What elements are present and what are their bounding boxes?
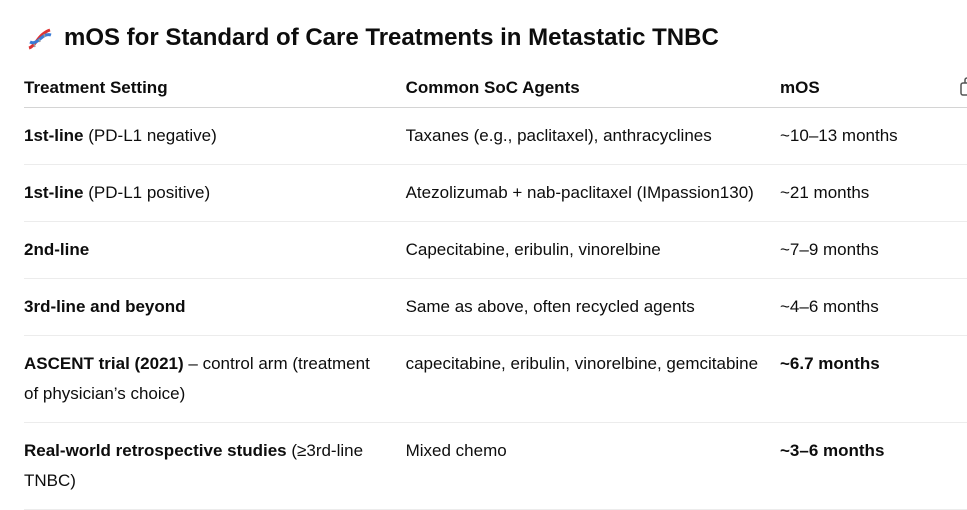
table-cell: Real-world retrospective studies (≥3rd-l… (24, 422, 406, 510)
table-cell: 1st-line (PD-L1 negative) (24, 107, 406, 165)
bold-text: 3rd-line and beyond (24, 297, 186, 316)
table-cell: ~7–9 months (780, 221, 967, 279)
page: mOS for Standard of Care Treatments in M… (24, 24, 967, 510)
table-row: ASCENT trial (2021) – control arm (treat… (24, 335, 967, 423)
table: Treatment Setting Common SoC Agents mOS 1s… (24, 58, 967, 510)
cell-text: Mixed chemo (405, 441, 507, 460)
table-cell: capecitabine, eribulin, vinorelbine, gem… (405, 335, 780, 423)
bold-text: ASCENT trial (2021) (24, 354, 184, 373)
bold-text: ~6.7 months (780, 354, 880, 373)
cell-text: Same as above, often recycled agents (405, 297, 695, 316)
table-cell: ~21 months (780, 164, 967, 222)
table-cell: Taxanes (e.g., paclitaxel), anthracyclin… (405, 107, 780, 165)
bold-text: 2nd-line (24, 240, 90, 259)
table-row: 2nd-line Capecitabine, eribulin, vinorelb… (24, 221, 967, 279)
cell-text: Atezolizumab + nab-paclitaxel (IMpassion… (405, 183, 754, 202)
cell-text: (PD-L1 negative) (88, 126, 217, 145)
table-cell: Mixed chemo (405, 422, 780, 510)
table-row: Real-world retrospective studies (≥3rd-l… (24, 422, 967, 510)
table-cell: ASCENT trial (2021) – control arm (treat… (24, 335, 406, 423)
table-cell: 2nd-line (24, 221, 406, 279)
cell-text: (PD-L1 positive) (88, 183, 211, 202)
bold-text: Real-world retrospective studies (24, 441, 287, 460)
table-row: 1st-line (PD-L1 positive) Atezolizumab + … (24, 164, 967, 222)
table-cell: ~4–6 months (780, 278, 967, 336)
cell-text: ~7–9 months (780, 240, 879, 259)
title: mOS for Standard of Care Treatments in M… (64, 24, 719, 51)
column-header: mOS (780, 58, 967, 108)
table-cell: Atezolizumab + nab-paclitaxel (IMpassion… (405, 164, 780, 222)
table-cell: Capecitabine, eribulin, vinorelbine (405, 221, 780, 279)
copy-button[interactable] (957, 77, 967, 97)
cell-text: Capecitabine, eribulin, vinorelbine (405, 240, 661, 259)
cell-text: – control arm (treatment of physician’s … (24, 354, 370, 403)
table-cell: 1st-line (PD-L1 positive) (24, 164, 406, 222)
cell-text: ~10–13 months (780, 126, 898, 145)
bold-text: 1st-line (24, 126, 84, 145)
table-row: 3rd-line and beyond Same as above, often … (24, 278, 967, 336)
column-header: Treatment Setting (24, 58, 406, 108)
table-cell: ~6.7 months (780, 335, 967, 423)
cell-text: ~21 months (780, 183, 870, 202)
cell-text: Taxanes (e.g., paclitaxel), anthracyclin… (405, 126, 712, 145)
table-body: 1st-line (PD-L1 negative) Taxanes (e.g., … (24, 107, 967, 510)
cell-text: ~4–6 months (780, 297, 879, 316)
bold-text: 1st-line (24, 183, 84, 202)
table-cell: ~3–6 months (780, 422, 967, 510)
bold-text: ~3–6 months (780, 441, 885, 460)
cell-text: (≥3rd-line TNBC) (24, 441, 364, 490)
table-cell: 3rd-line and beyond (24, 278, 406, 336)
table-row: 1st-line (PD-L1 negative) Taxanes (e.g., … (24, 107, 967, 165)
dna-icon (28, 28, 52, 50)
table-cell: Same as above, often recycled agents (405, 278, 780, 336)
cell-text: capecitabine, eribulin, vinorelbine, gem… (405, 354, 759, 373)
header-row: Treatment Setting Common SoC Agents mOS (24, 58, 967, 108)
column-header: Common SoC Agents (405, 58, 780, 108)
table-cell: ~10–13 months (780, 107, 967, 165)
